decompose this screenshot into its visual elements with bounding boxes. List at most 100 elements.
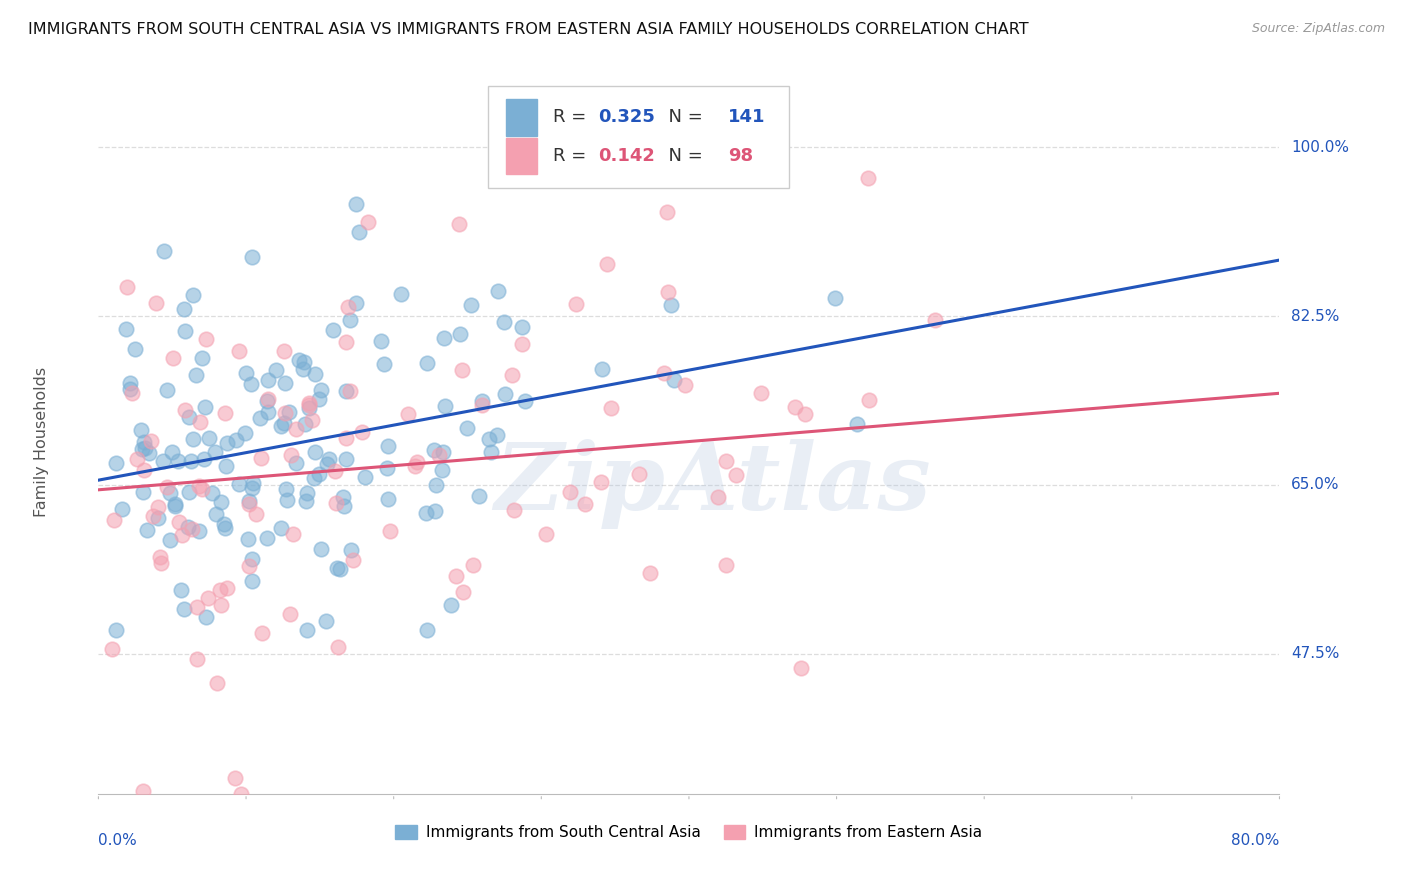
Point [273,376,295,390]
Point [321,323,343,337]
Point [179,484,201,499]
Point [235,367,257,381]
Point [118,383,141,397]
Point [432,445,454,459]
Point [323,464,346,478]
Point [170,582,193,597]
Point [198,431,221,445]
Point [591,362,613,376]
Point [257,392,280,407]
Point [131,442,153,456]
Point [304,445,326,459]
Point [214,521,236,535]
Point [662,373,685,387]
Point [416,356,439,370]
Point [501,368,523,383]
Point [344,295,367,310]
Point [460,298,482,312]
Point [564,297,586,311]
Point [434,399,457,413]
Point [101,642,124,657]
Point [124,343,146,357]
Point [858,392,880,407]
Point [270,418,292,433]
Text: N =: N = [657,109,709,127]
Point [134,441,156,455]
Point [136,524,159,538]
Point [309,541,332,556]
Point [177,520,200,534]
Point [188,479,211,493]
Text: 47.5%: 47.5% [1291,647,1340,661]
Point [150,556,173,570]
Point [468,489,491,503]
Point [714,558,737,572]
Point [425,504,447,518]
Point [163,499,186,513]
Point [274,482,297,496]
Point [337,300,360,314]
Point [224,771,246,785]
Point [824,291,846,305]
Point [278,607,301,621]
Point [121,385,143,400]
Point [240,574,263,589]
Point [340,542,363,557]
Point [233,426,256,441]
Point [280,449,302,463]
Point [156,480,179,494]
Point [228,476,250,491]
Point [145,295,167,310]
Point [423,443,446,458]
FancyBboxPatch shape [488,86,789,188]
Point [159,533,181,547]
Point [315,457,337,471]
Point [318,452,340,467]
Point [278,404,301,418]
Point [451,362,474,376]
Point [284,422,307,436]
Point [142,509,165,524]
Point [342,553,364,567]
Point [148,500,170,515]
Point [188,415,211,429]
Point [486,427,509,442]
Point [152,244,174,258]
Point [194,332,217,346]
Point [181,522,204,536]
Point [276,492,298,507]
Point [627,467,650,482]
Point [281,527,304,541]
Point [173,602,195,616]
Point [326,640,349,654]
Point [396,407,419,421]
Point [191,351,214,366]
Point [156,383,179,397]
Point [329,562,352,576]
Point [215,581,238,595]
Point [187,524,209,538]
Point [425,478,447,492]
Point [105,623,128,637]
Point [301,413,323,427]
Point [186,652,208,666]
Point [444,569,467,583]
Point [193,452,215,467]
Point [503,502,526,516]
Point [599,401,621,415]
Point [749,386,772,401]
Point [288,352,311,367]
Point [794,407,817,421]
Point [238,533,260,547]
Point [225,433,247,447]
Point [471,398,494,412]
Text: R =: R = [553,109,592,127]
Point [783,400,806,414]
Text: 141: 141 [728,109,765,127]
Point [924,312,946,326]
Point [451,584,474,599]
Point [339,312,361,326]
Point [463,558,485,572]
Point [308,392,330,406]
Point [197,591,219,605]
